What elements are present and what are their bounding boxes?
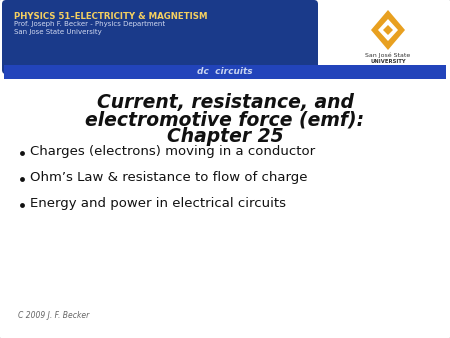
Polygon shape [378,19,398,41]
FancyBboxPatch shape [6,60,314,70]
FancyBboxPatch shape [4,65,446,79]
Text: Energy and power in electrical circuits: Energy and power in electrical circuits [30,197,286,211]
Text: UNIVERSITY: UNIVERSITY [370,59,406,64]
Text: electromotive force (emf):: electromotive force (emf): [86,110,365,129]
Text: Ohm’s Law & resistance to flow of charge: Ohm’s Law & resistance to flow of charge [30,171,307,185]
Text: C 2009 J. F. Becker: C 2009 J. F. Becker [18,311,89,320]
Polygon shape [371,10,405,50]
Text: San Jose State University: San Jose State University [14,29,102,35]
Text: San José State: San José State [365,53,410,58]
FancyBboxPatch shape [2,0,318,74]
Polygon shape [383,25,393,35]
Text: PHYSICS 51–ELECTRICITY & MAGNETISM: PHYSICS 51–ELECTRICITY & MAGNETISM [14,12,207,21]
Text: dc  circuits: dc circuits [197,67,253,75]
Text: Prof. Joseph F. Becker - Physics Department: Prof. Joseph F. Becker - Physics Departm… [14,21,165,27]
Text: Charges (electrons) moving in a conductor: Charges (electrons) moving in a conducto… [30,145,315,159]
Text: Chapter 25: Chapter 25 [166,127,284,146]
Text: Current, resistance, and: Current, resistance, and [97,93,353,112]
